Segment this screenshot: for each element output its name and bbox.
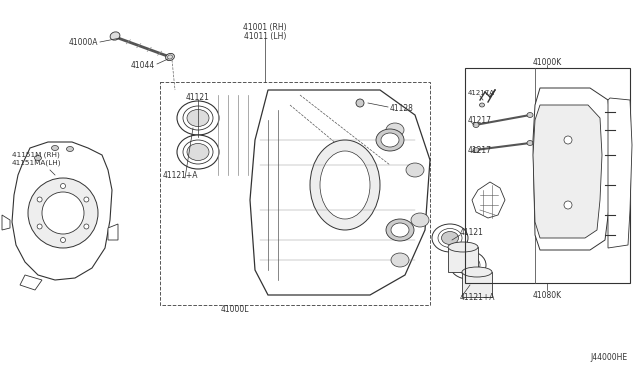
- Bar: [462, 272, 492, 297]
- Ellipse shape: [61, 237, 65, 243]
- Text: 41151M (RH): 41151M (RH): [12, 152, 60, 158]
- Polygon shape: [12, 142, 112, 280]
- Ellipse shape: [356, 99, 364, 107]
- Text: 41128: 41128: [390, 103, 414, 112]
- Ellipse shape: [61, 183, 65, 189]
- Polygon shape: [250, 90, 430, 295]
- Ellipse shape: [473, 148, 479, 153]
- Ellipse shape: [183, 140, 213, 164]
- Ellipse shape: [37, 197, 42, 202]
- Ellipse shape: [166, 53, 174, 61]
- Text: J44000HE: J44000HE: [591, 353, 628, 362]
- Polygon shape: [472, 182, 505, 218]
- Polygon shape: [20, 275, 42, 290]
- Ellipse shape: [564, 136, 572, 144]
- Polygon shape: [533, 105, 602, 238]
- Ellipse shape: [564, 201, 572, 209]
- Ellipse shape: [67, 147, 74, 151]
- Ellipse shape: [473, 122, 479, 128]
- Text: 41121+A: 41121+A: [460, 294, 495, 302]
- Ellipse shape: [460, 259, 477, 272]
- Ellipse shape: [381, 133, 399, 147]
- Text: 41011 (LH): 41011 (LH): [244, 32, 286, 41]
- Text: 41121: 41121: [186, 93, 210, 102]
- Polygon shape: [608, 98, 632, 248]
- Polygon shape: [108, 224, 118, 240]
- Text: 41080K: 41080K: [532, 291, 561, 299]
- Ellipse shape: [37, 224, 42, 229]
- Ellipse shape: [411, 213, 429, 227]
- Ellipse shape: [110, 32, 120, 40]
- Ellipse shape: [84, 197, 89, 202]
- Ellipse shape: [450, 251, 486, 279]
- Ellipse shape: [448, 242, 478, 252]
- Ellipse shape: [386, 123, 404, 137]
- Ellipse shape: [527, 112, 533, 118]
- Bar: [465, 68, 630, 283]
- Ellipse shape: [183, 106, 213, 130]
- Text: 41001 (RH): 41001 (RH): [243, 22, 287, 32]
- Text: 41121+A: 41121+A: [163, 170, 198, 180]
- Ellipse shape: [391, 253, 409, 267]
- Ellipse shape: [177, 101, 219, 135]
- Ellipse shape: [51, 145, 58, 151]
- Text: 41217: 41217: [468, 115, 492, 125]
- Polygon shape: [2, 215, 10, 230]
- Text: 41000K: 41000K: [532, 58, 562, 67]
- Text: 41151MA(LH): 41151MA(LH): [12, 160, 61, 166]
- Text: 41217A: 41217A: [468, 90, 495, 96]
- Ellipse shape: [438, 228, 462, 247]
- Text: 41000L: 41000L: [221, 305, 249, 314]
- Text: 41000A: 41000A: [68, 38, 98, 46]
- Ellipse shape: [527, 141, 533, 145]
- Ellipse shape: [310, 140, 380, 230]
- Ellipse shape: [84, 224, 89, 229]
- Ellipse shape: [28, 178, 98, 248]
- Polygon shape: [533, 88, 612, 250]
- Ellipse shape: [376, 129, 404, 151]
- Text: 41044: 41044: [131, 61, 155, 70]
- Ellipse shape: [462, 267, 492, 277]
- Ellipse shape: [35, 155, 42, 160]
- Bar: [448, 247, 478, 272]
- Bar: [160, 82, 430, 305]
- Ellipse shape: [479, 103, 484, 107]
- Text: 41217: 41217: [468, 145, 492, 154]
- Ellipse shape: [177, 135, 219, 169]
- Ellipse shape: [386, 219, 414, 241]
- Ellipse shape: [406, 163, 424, 177]
- Ellipse shape: [320, 151, 370, 219]
- Ellipse shape: [432, 224, 468, 252]
- Ellipse shape: [456, 256, 480, 275]
- Text: 41121: 41121: [460, 228, 484, 237]
- Ellipse shape: [42, 192, 84, 234]
- Ellipse shape: [187, 144, 209, 160]
- Ellipse shape: [442, 231, 458, 244]
- Ellipse shape: [187, 109, 209, 126]
- Ellipse shape: [391, 223, 409, 237]
